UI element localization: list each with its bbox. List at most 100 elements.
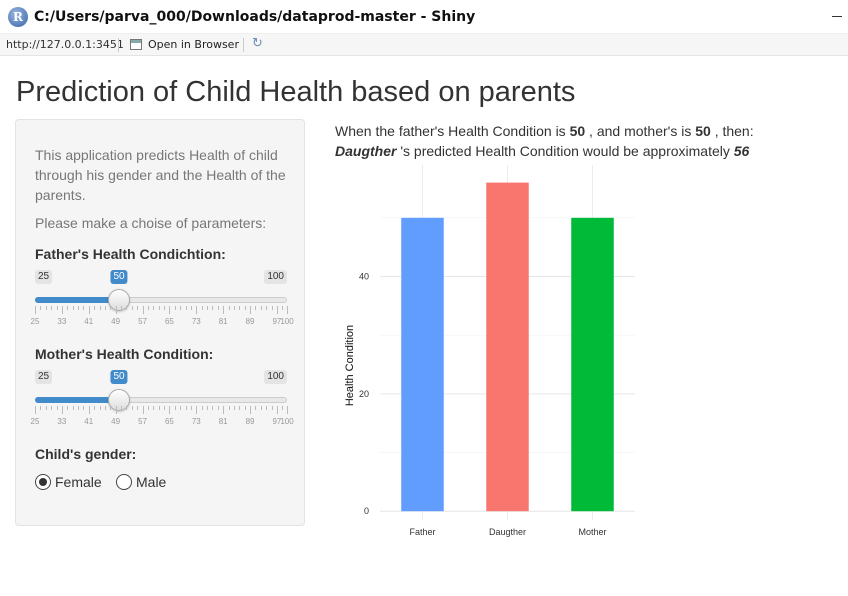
slider-minor-tick: [228, 306, 230, 310]
slider-minor-tick: [201, 306, 203, 310]
slider-minor-tick: [104, 406, 106, 410]
slider-minor-tick: [51, 406, 53, 410]
slider-value-label: 50: [110, 370, 128, 384]
y-axis-label: Health Condition: [344, 325, 356, 406]
slider-tick-label: 89: [245, 417, 255, 426]
radio-selected-icon[interactable]: [35, 474, 51, 490]
slider-minor-tick: [164, 306, 166, 310]
bar-chart-svg: 0 20 40 Father Daugther Mother Health Conditio…: [344, 165, 635, 537]
x-tick-label: Mother: [578, 527, 606, 537]
slider-minor-tick: [147, 306, 149, 310]
father-health-slider[interactable]: 25 100 50 25 33 41 49 57 65 73 81 89 97 100: [31, 270, 294, 332]
slider-minor-tick: [239, 406, 241, 410]
slider-tick: [115, 306, 117, 314]
slider-min-label: 25: [35, 270, 53, 284]
slider-minor-tick: [83, 306, 85, 310]
slider-minor-tick: [131, 406, 133, 410]
slider-tick: [35, 306, 36, 314]
slider-tick-label: 81: [218, 317, 228, 326]
slider-tick-label: 89: [245, 317, 255, 326]
slider-tick: [276, 406, 278, 414]
father-value: 50: [569, 123, 586, 139]
slider-minor-tick: [51, 306, 53, 310]
father-slider-label: Father's Health Condichtion:: [35, 246, 226, 262]
address-bar: http://127.0.0.1:3451 Open in Browser ↻: [0, 34, 848, 56]
slider-minor-tick: [233, 306, 235, 310]
slider-minor-tick: [217, 406, 219, 410]
slider-minor-tick: [260, 306, 262, 310]
url-text: http://127.0.0.1:3451: [6, 38, 124, 51]
refresh-icon[interactable]: ↻: [252, 36, 263, 51]
bar-daugther: [486, 182, 529, 512]
slider-handle[interactable]: [108, 389, 130, 411]
slider-minor-tick: [266, 406, 268, 410]
slider-tick: [88, 406, 90, 414]
browser-window-icon[interactable]: [130, 39, 142, 50]
slider-tick: [142, 406, 144, 414]
slider-handle[interactable]: [108, 289, 130, 311]
slider-minor-tick: [99, 406, 101, 410]
mother-slider-label: Mother's Health Condition:: [35, 346, 214, 362]
slider-minor-tick: [110, 306, 112, 310]
child-label: Daugther: [335, 143, 397, 159]
mother-health-slider[interactable]: 25 100 50 25 33 41 49 57 65 73 81 89 97 100: [31, 370, 294, 432]
prediction-line-1: When the father's Health Condition is 50…: [335, 121, 754, 141]
slider-minor-tick: [255, 306, 257, 310]
radio-label: Male: [136, 474, 167, 490]
slider-minor-tick: [180, 406, 182, 410]
slider-minor-tick: [158, 406, 160, 410]
slider-min-label: 25: [35, 370, 53, 384]
slider-minor-tick: [137, 306, 139, 310]
slider-minor-tick: [104, 306, 106, 310]
health-bar-chart: 0 20 40 Father Daugther Mother Health Conditio…: [335, 160, 645, 550]
slider-fill: [35, 397, 119, 403]
open-in-browser-button[interactable]: Open in Browser: [148, 38, 239, 51]
predicted-condition-text: 's predicted Health Condition would be a…: [400, 143, 730, 159]
slider-minor-tick: [72, 406, 74, 410]
slider-minor-tick: [137, 406, 139, 410]
slider-minor-tick: [78, 406, 79, 410]
father-condition-prefix: When the father's Health Condition is: [335, 123, 566, 139]
slider-tick: [61, 306, 63, 314]
slider-minor-tick: [212, 306, 214, 310]
slider-minor-tick: [121, 306, 123, 310]
slider-minor-tick: [255, 406, 257, 410]
slider-tick: [250, 406, 252, 414]
slider-minor-tick: [271, 406, 273, 410]
slider-tick: [287, 406, 288, 414]
slider-tick-label: 97: [272, 317, 282, 326]
slider-fill: [35, 297, 119, 303]
slider-minor-tick: [99, 306, 101, 310]
slider-minor-tick: [217, 306, 219, 310]
slider-minor-tick: [45, 406, 47, 410]
prediction-text: When the father's Health Condition is 50…: [335, 121, 754, 161]
slider-tick-label: 97: [272, 417, 282, 426]
parameters-prompt: Please make a choise of parameters:: [35, 215, 267, 231]
slider-minor-tick: [266, 306, 268, 310]
slider-minor-tick: [131, 306, 133, 310]
slider-tick-label: 41: [84, 317, 94, 326]
slider-tick-label: 65: [164, 317, 174, 326]
radio-unselected-icon[interactable]: [116, 474, 132, 490]
slider-minor-tick: [40, 406, 42, 410]
slider-minor-tick: [180, 306, 182, 310]
slider-tick: [35, 406, 36, 414]
slider-minor-tick: [282, 406, 284, 410]
slider-tick-label: 49: [111, 417, 121, 426]
slider-minor-tick: [271, 306, 273, 310]
sidebar-panel: This application predicts Health of chil…: [15, 119, 305, 526]
slider-minor-tick: [207, 306, 209, 310]
slider-tick: [61, 406, 63, 414]
window-titlebar: R C:/Users/parva_000/Downloads/dataprod-…: [0, 0, 848, 34]
slider-minor-tick: [190, 406, 192, 410]
slider-minor-tick: [174, 306, 176, 310]
slider-minor-tick: [147, 406, 149, 410]
slider-minor-tick: [174, 406, 176, 410]
slider-minor-tick: [244, 406, 246, 410]
slider-tick-label: 33: [57, 317, 67, 326]
slider-tick-label: 100: [280, 417, 294, 426]
minimize-icon[interactable]: [832, 16, 842, 17]
slider-tick-label: 41: [84, 417, 94, 426]
slider-tick: [196, 406, 198, 414]
slider-tick: [196, 306, 198, 314]
